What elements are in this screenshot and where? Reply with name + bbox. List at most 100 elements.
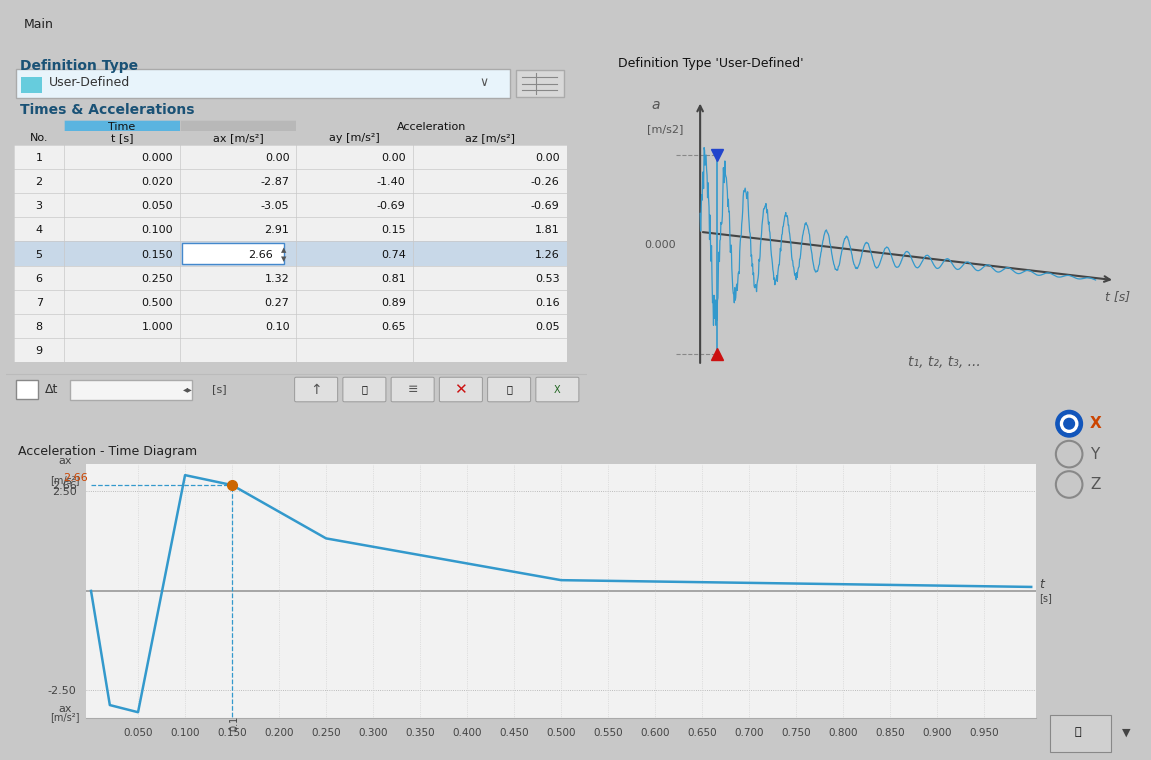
Text: 0.00: 0.00: [381, 153, 405, 163]
Bar: [22, 77, 41, 93]
Text: Definition Type 'User-Defined': Definition Type 'User-Defined': [618, 57, 803, 70]
Text: 6: 6: [36, 274, 43, 283]
Text: 0.000: 0.000: [645, 240, 677, 250]
Bar: [15, 144, 566, 169]
Text: -1.40: -1.40: [376, 177, 405, 187]
Bar: [64, 121, 180, 131]
Text: 0.74: 0.74: [381, 250, 405, 260]
Text: Main: Main: [24, 17, 54, 30]
Text: t [s]: t [s]: [110, 133, 134, 143]
Text: 0.250: 0.250: [142, 274, 173, 283]
Bar: [516, 70, 564, 97]
FancyBboxPatch shape: [343, 377, 386, 402]
Text: [s]: [s]: [212, 384, 227, 394]
Text: ▼: ▼: [281, 256, 287, 262]
FancyBboxPatch shape: [440, 377, 482, 402]
Text: ↑: ↑: [311, 382, 322, 397]
Text: 0.500: 0.500: [142, 298, 173, 308]
Text: Time: Time: [108, 122, 136, 131]
Text: -3.05: -3.05: [261, 201, 289, 211]
Text: 0.16: 0.16: [535, 298, 559, 308]
Text: Acceleration - Time Diagram: Acceleration - Time Diagram: [18, 445, 197, 458]
Text: X: X: [554, 385, 561, 394]
Bar: [180, 121, 297, 131]
Circle shape: [1060, 415, 1077, 432]
Text: Definition Type: Definition Type: [21, 59, 138, 73]
Text: [m/s²]: [m/s²]: [49, 476, 79, 486]
Text: Times & Accelerations: Times & Accelerations: [21, 103, 195, 117]
Text: ✕: ✕: [455, 382, 467, 397]
Bar: [15, 338, 566, 363]
Text: [m/s²]: [m/s²]: [49, 712, 79, 722]
Text: No.: No.: [30, 133, 48, 143]
Text: Z: Z: [1090, 477, 1100, 492]
Text: 1.81: 1.81: [535, 226, 559, 236]
Text: Y: Y: [1090, 447, 1099, 461]
Text: -0.69: -0.69: [376, 201, 405, 211]
Text: 0.27: 0.27: [265, 298, 289, 308]
Text: 2: 2: [36, 177, 43, 187]
Text: -0.69: -0.69: [531, 201, 559, 211]
Text: 🖨: 🖨: [506, 385, 512, 394]
Text: User-Defined: User-Defined: [49, 76, 130, 90]
Bar: [16, 380, 38, 399]
Text: 💾: 💾: [361, 385, 367, 394]
Text: 5: 5: [36, 250, 43, 260]
FancyBboxPatch shape: [536, 377, 579, 402]
Text: 0.050: 0.050: [142, 201, 173, 211]
Text: 1.32: 1.32: [265, 274, 289, 283]
Text: 7: 7: [36, 298, 43, 308]
Text: Acceleration: Acceleration: [397, 122, 466, 131]
Text: X: X: [1090, 416, 1102, 431]
Bar: [15, 169, 566, 193]
Text: 0.000: 0.000: [142, 153, 173, 163]
Bar: [15, 265, 566, 290]
Text: 3: 3: [36, 201, 43, 211]
Text: ◂▸: ◂▸: [183, 384, 192, 394]
Text: t: t: [1038, 578, 1044, 591]
FancyBboxPatch shape: [391, 377, 434, 402]
Text: 🖨: 🖨: [1074, 727, 1081, 737]
Bar: [15, 242, 566, 265]
Text: 0.53: 0.53: [535, 274, 559, 283]
Text: 0.150: 0.150: [142, 250, 173, 260]
Text: ▲: ▲: [281, 247, 287, 253]
Text: 0.10: 0.10: [265, 322, 289, 332]
Text: ∨: ∨: [480, 76, 489, 90]
Text: ≡: ≡: [407, 383, 418, 396]
Text: 2.91: 2.91: [265, 226, 289, 236]
Bar: [15, 217, 566, 242]
Text: 0.00: 0.00: [535, 153, 559, 163]
Text: ax [m/s²]: ax [m/s²]: [213, 133, 264, 143]
FancyBboxPatch shape: [295, 377, 337, 402]
Text: 0.05: 0.05: [535, 322, 559, 332]
Bar: [15, 290, 566, 314]
Text: 1.000: 1.000: [142, 322, 173, 332]
Text: t₁, t₂, t₃, ...: t₁, t₂, t₃, ...: [907, 355, 981, 369]
Text: t [s]: t [s]: [1105, 290, 1130, 303]
Text: 0.00: 0.00: [265, 153, 289, 163]
Text: 8: 8: [36, 322, 43, 332]
Text: az [m/s²]: az [m/s²]: [465, 133, 514, 143]
FancyBboxPatch shape: [183, 242, 283, 264]
FancyBboxPatch shape: [488, 377, 531, 402]
Bar: [70, 379, 192, 400]
Text: 0.81: 0.81: [381, 274, 405, 283]
Text: Δt: Δt: [45, 382, 59, 396]
Text: 9: 9: [36, 347, 43, 356]
Bar: [1050, 715, 1111, 752]
Text: [m/s2]: [m/s2]: [647, 124, 684, 134]
FancyBboxPatch shape: [16, 69, 510, 98]
Text: 2.66: 2.66: [63, 473, 89, 483]
Text: 1.26: 1.26: [535, 250, 559, 260]
Text: ax: ax: [58, 705, 71, 714]
Text: 0.100: 0.100: [142, 226, 173, 236]
Bar: [15, 193, 566, 217]
Text: 4: 4: [36, 226, 43, 236]
Text: 0.89: 0.89: [381, 298, 405, 308]
Text: -0.26: -0.26: [531, 177, 559, 187]
Bar: [15, 314, 566, 338]
Text: 0.65: 0.65: [381, 322, 405, 332]
Text: 1: 1: [36, 153, 43, 163]
Text: 0.020: 0.020: [142, 177, 173, 187]
